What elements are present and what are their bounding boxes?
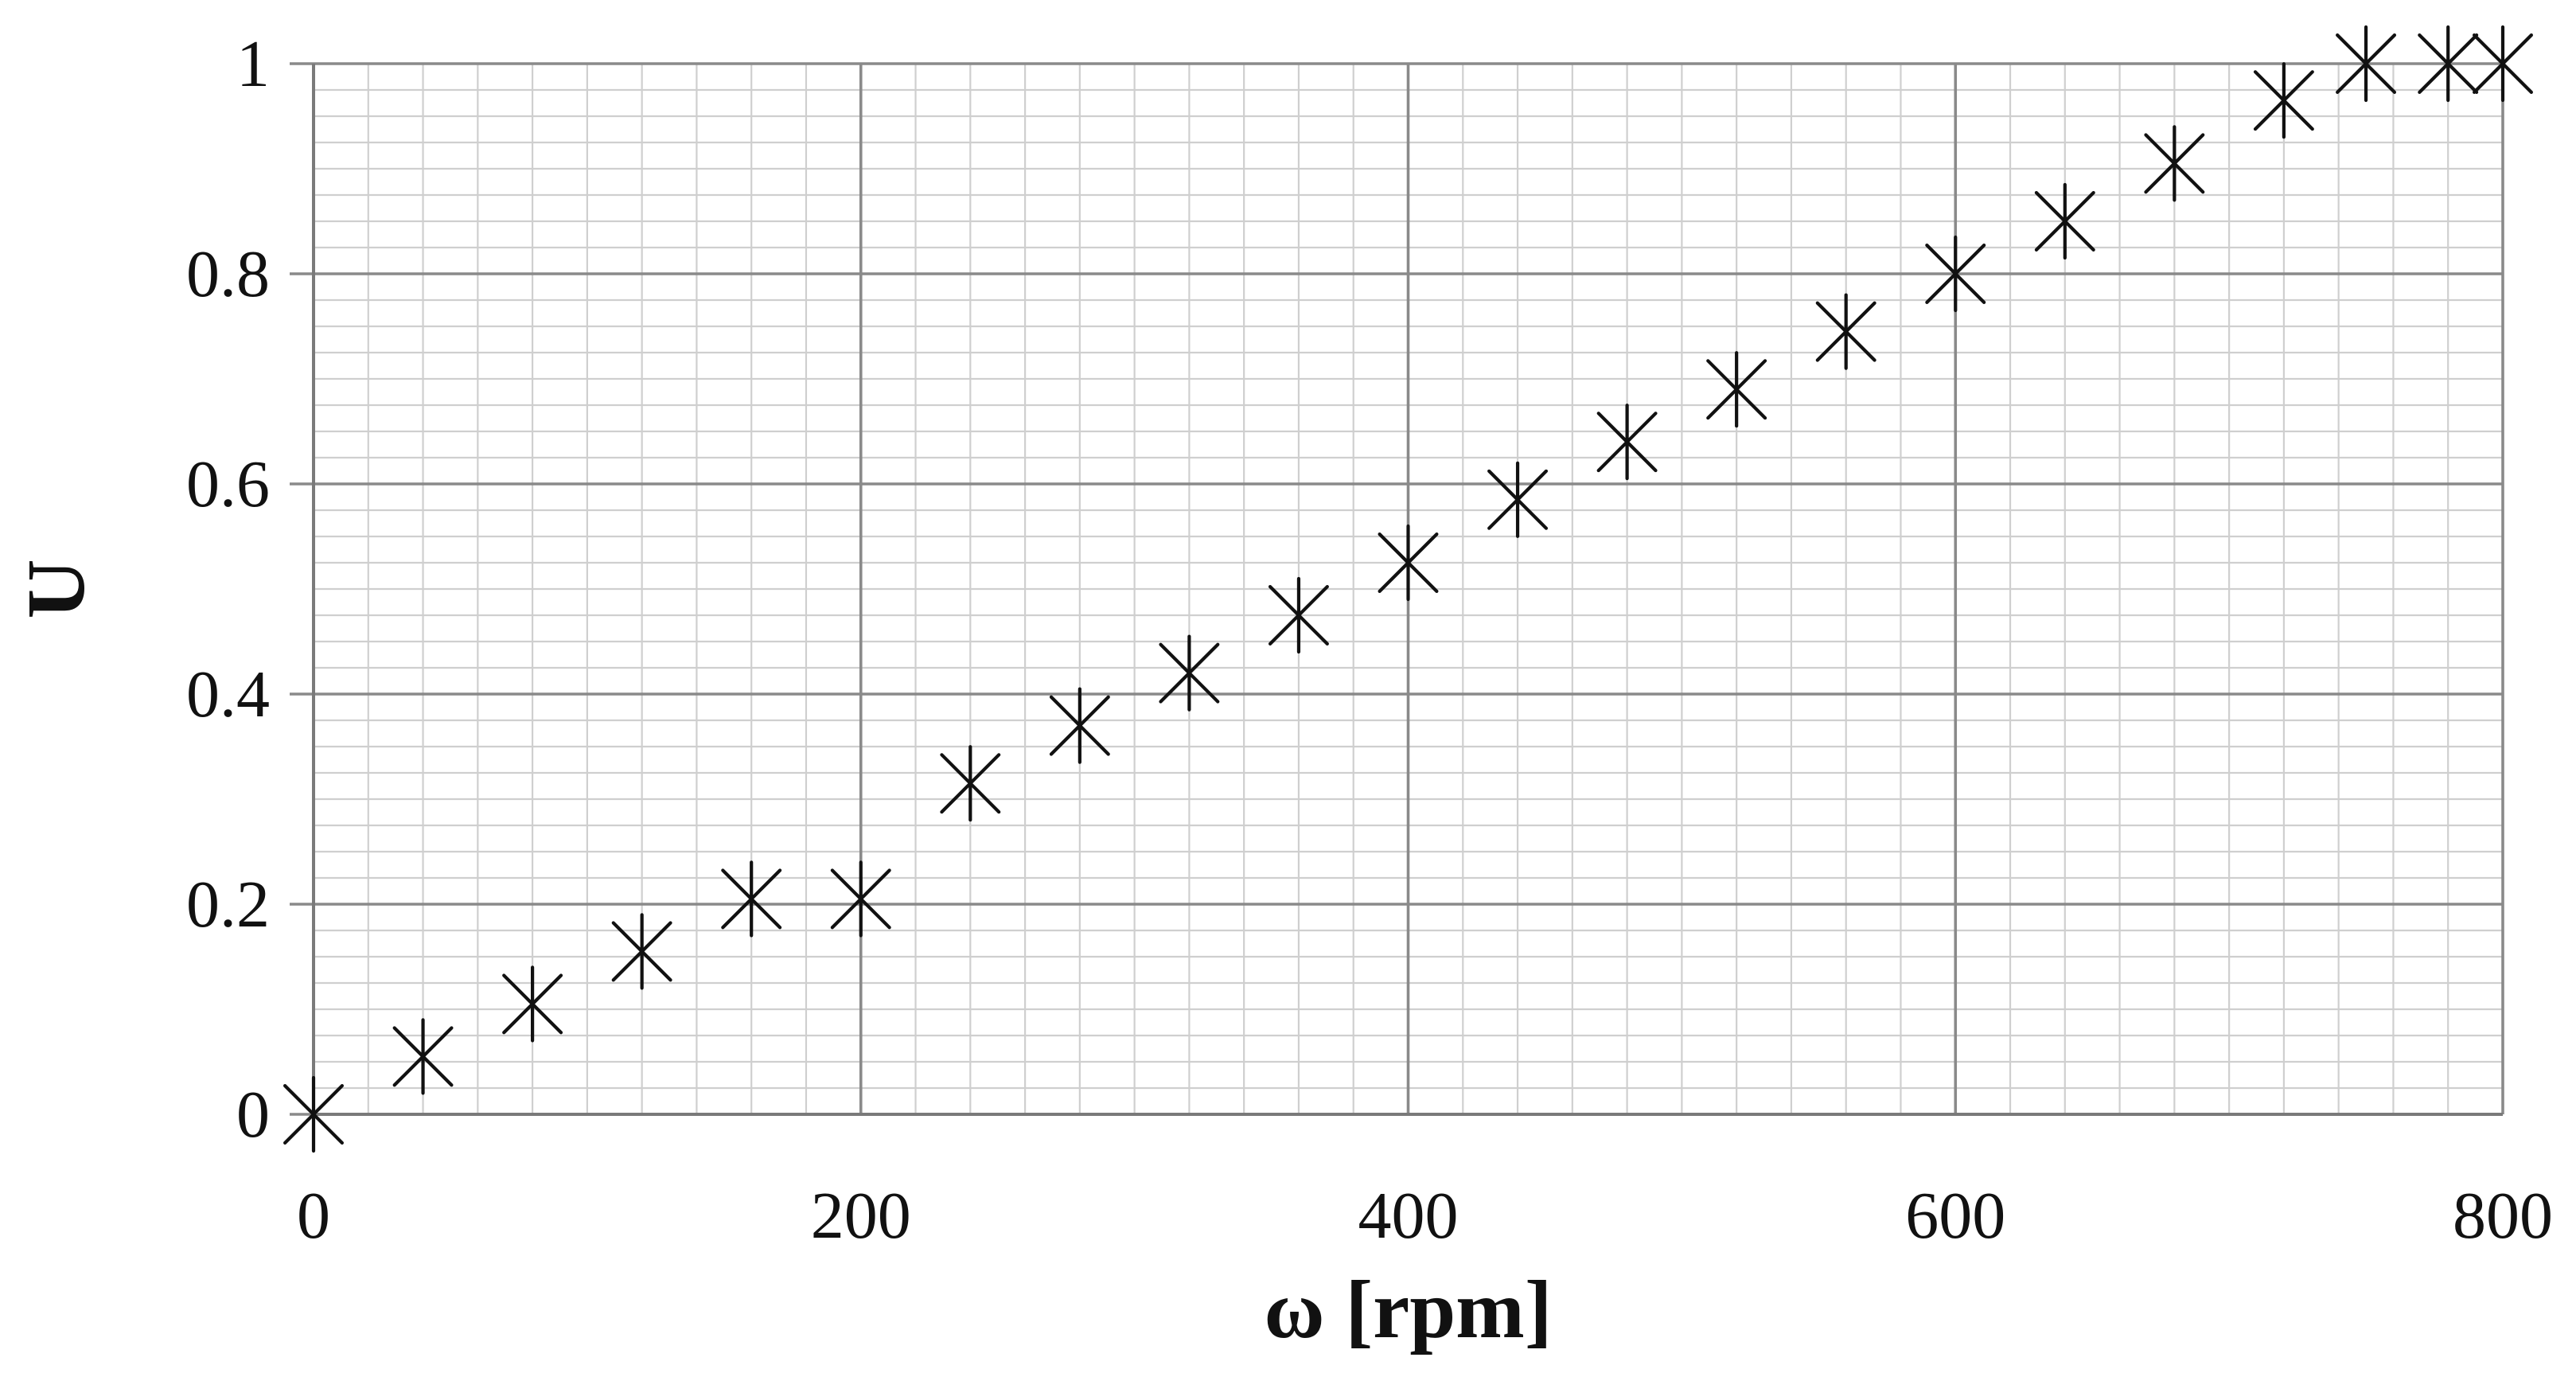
data-point [1049, 687, 1110, 764]
data-point [611, 913, 672, 990]
data-point [283, 1075, 344, 1153]
data-point [2336, 25, 2397, 103]
y-axis-title: U [10, 559, 102, 618]
x-tick-label: 400 [1358, 1179, 1459, 1253]
x-axis-title: ω [rpm] [1265, 1264, 1553, 1355]
y-tick-label: 0.2 [186, 868, 270, 942]
y-tick-label: 0.6 [186, 447, 270, 521]
data-point [2253, 62, 2314, 139]
data-point [1268, 576, 1329, 654]
data-point [502, 965, 563, 1043]
data-point [1378, 524, 1439, 602]
data-point [830, 860, 891, 938]
data-point [392, 1018, 454, 1095]
grid [290, 62, 2504, 1116]
data-point [2473, 25, 2533, 103]
x-tick-label: 200 [811, 1179, 911, 1253]
y-tick-label: 1 [236, 27, 270, 101]
data-point [1596, 404, 1658, 481]
y-tick-label: 0.8 [186, 237, 270, 311]
data-point [2034, 182, 2095, 260]
data-point [1159, 634, 1220, 712]
x-tick-label: 600 [1905, 1179, 2005, 1253]
x-tick-label: 800 [2453, 1179, 2553, 1253]
data-point [1925, 235, 1986, 313]
y-tick-label: 0.4 [186, 657, 270, 731]
data-point [1487, 461, 1549, 538]
data-point [1706, 351, 1767, 428]
tick-labels: 0 200 400 600 800 0 0.2 0.4 0.6 0.8 1 [186, 27, 2553, 1253]
axes [312, 64, 2503, 1116]
y-tick-label: 0 [236, 1078, 270, 1152]
data-point [2144, 125, 2205, 202]
x-tick-label: 0 [297, 1179, 330, 1253]
data-points [283, 25, 2533, 1153]
data-point [721, 860, 782, 938]
data-point [940, 745, 1001, 822]
data-point [1815, 293, 1876, 370]
data-point [2418, 25, 2479, 103]
